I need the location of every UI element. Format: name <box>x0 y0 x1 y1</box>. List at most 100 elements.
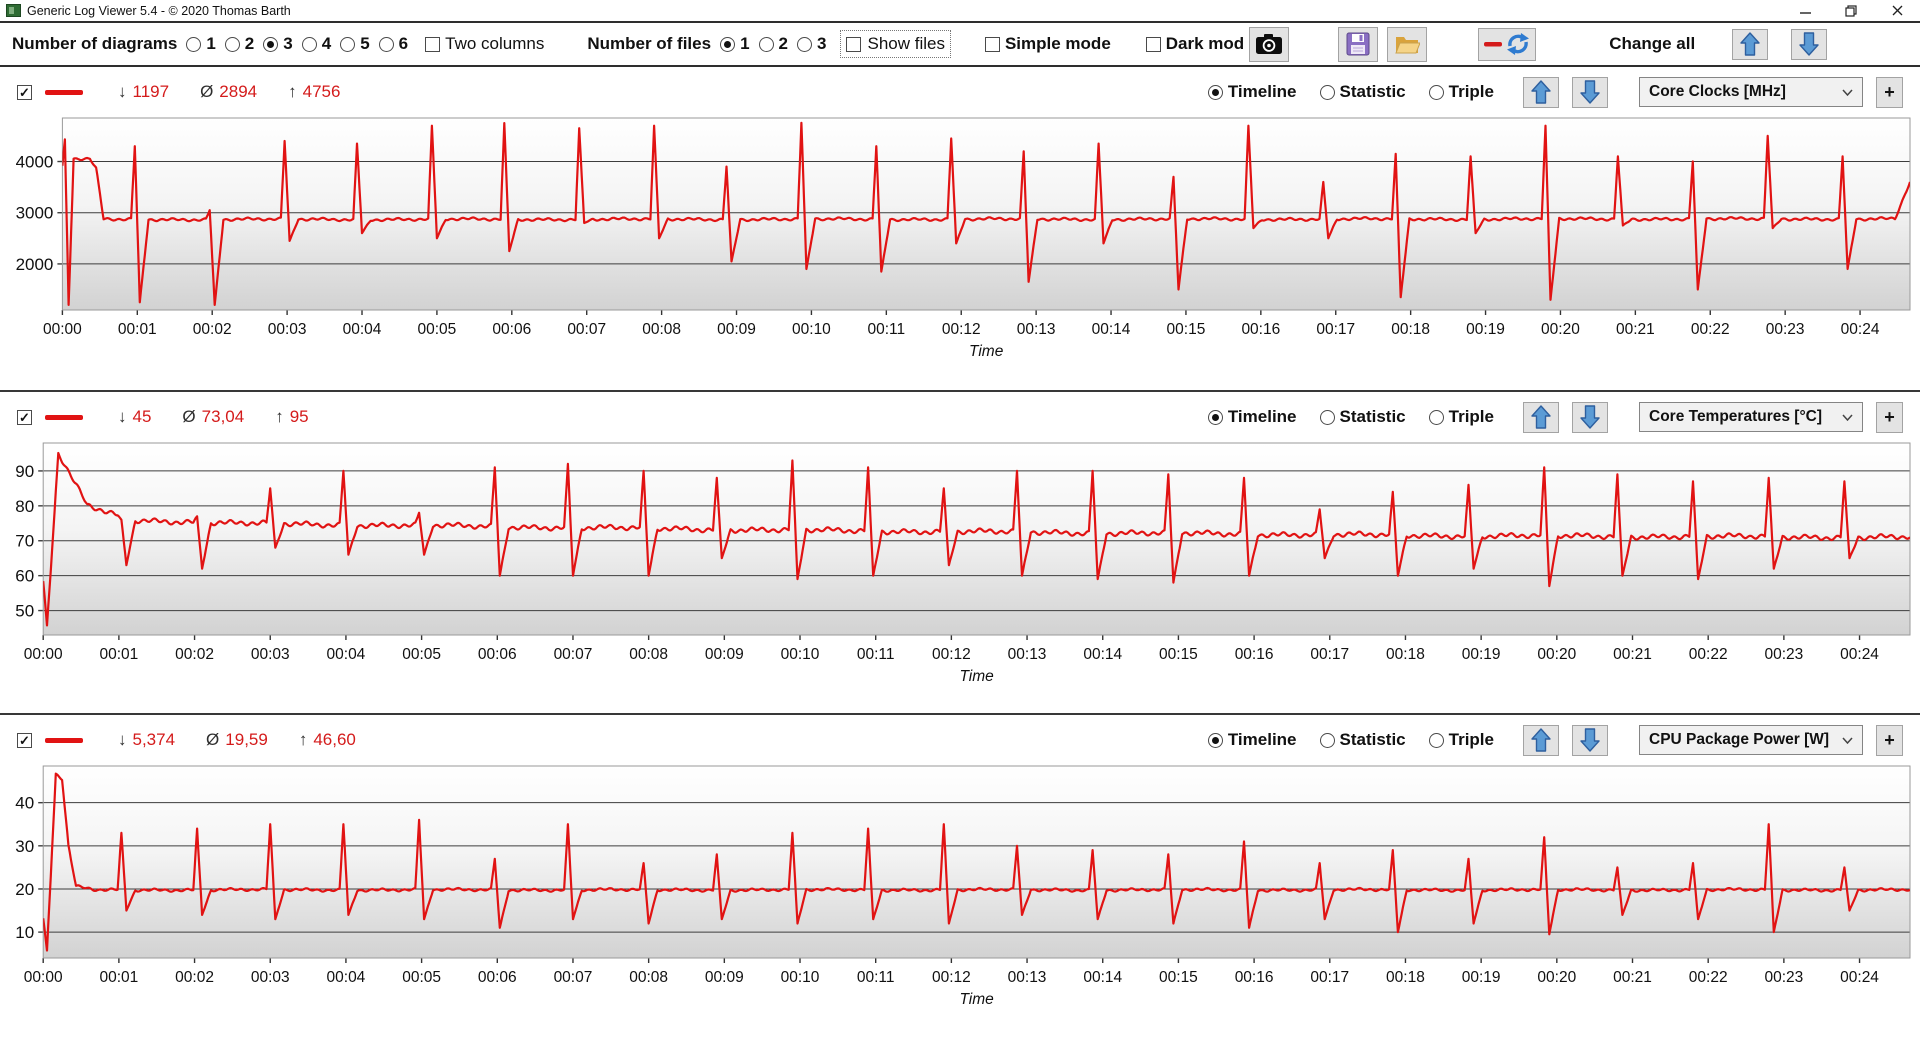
svg-text:00:22: 00:22 <box>1689 646 1728 663</box>
move-all-up-button[interactable] <box>1732 28 1769 60</box>
svg-text:00:02: 00:02 <box>175 646 214 663</box>
minimize-button[interactable] <box>1782 0 1828 21</box>
view-radio-statistic[interactable]: Statistic <box>1319 407 1406 427</box>
svg-text:00:18: 00:18 <box>1391 321 1430 338</box>
svg-text:00:13: 00:13 <box>1008 969 1047 986</box>
svg-text:00:14: 00:14 <box>1083 646 1122 663</box>
radio-icon <box>758 36 774 52</box>
svg-text:00:16: 00:16 <box>1235 646 1274 663</box>
series-color-swatch[interactable] <box>45 737 83 743</box>
two-columns-checkbox[interactable]: Two columns <box>425 34 544 54</box>
svg-text:00:21: 00:21 <box>1616 321 1655 338</box>
svg-text:30: 30 <box>15 837 34 856</box>
svg-text:00:01: 00:01 <box>118 321 157 338</box>
svg-text:00:21: 00:21 <box>1613 969 1652 986</box>
diagram-count-radio-3[interactable]: 3 <box>263 34 293 54</box>
diagram-count-radio-4[interactable]: 4 <box>301 34 331 54</box>
panel-visibility-checkbox[interactable]: ✓ <box>17 732 32 748</box>
minimize-icon <box>1799 12 1811 14</box>
svg-text:00:07: 00:07 <box>567 321 606 338</box>
view-radio-triple[interactable]: Triple <box>1428 407 1494 427</box>
arrow-down-icon <box>1580 728 1600 752</box>
add-metric-button[interactable]: + <box>1876 401 1903 433</box>
svg-text:00:17: 00:17 <box>1310 646 1349 663</box>
svg-text:00:04: 00:04 <box>327 969 366 986</box>
restore-button[interactable] <box>1828 0 1874 21</box>
open-file-button[interactable] <box>1387 26 1428 62</box>
chart-plot: 2000 3000 4000 00:00 00:01 00:02 00:03 00:04 00:… <box>16 117 1911 360</box>
arrow-down-icon <box>1580 405 1600 429</box>
save-button[interactable] <box>1338 26 1379 62</box>
svg-text:60: 60 <box>15 567 34 586</box>
move-panel-up-button[interactable] <box>1523 724 1559 756</box>
svg-text:00:00: 00:00 <box>43 321 82 338</box>
move-panel-up-button[interactable] <box>1523 401 1559 433</box>
file-count-radio-2[interactable]: 2 <box>758 34 788 54</box>
file-count-radio-3[interactable]: 3 <box>797 34 826 54</box>
svg-text:00:13: 00:13 <box>1008 646 1047 663</box>
svg-text:00:04: 00:04 <box>343 321 382 338</box>
close-icon <box>1892 5 1902 16</box>
move-panel-down-button[interactable] <box>1572 401 1608 433</box>
min-arrow-icon: ↓ <box>118 730 127 749</box>
panel-visibility-checkbox[interactable]: ✓ <box>17 409 32 425</box>
metric-dropdown[interactable]: Core Temperatures [°C] <box>1639 402 1863 432</box>
file-count-radio-1[interactable]: 1 <box>720 34 750 54</box>
metric-dropdown[interactable]: CPU Package Power [W] <box>1639 725 1863 755</box>
chart-cpu-package-power: 10 20 30 40 00:00 00:01 00:02 00:03 00:04 00:05 00… <box>0 760 1920 1013</box>
move-panel-down-button[interactable] <box>1572 76 1608 108</box>
view-radio-statistic[interactable]: Statistic <box>1319 730 1406 750</box>
add-metric-button[interactable]: + <box>1876 76 1903 108</box>
metric-dropdown[interactable]: Core Clocks [MHz] <box>1639 77 1863 107</box>
svg-text:00:24: 00:24 <box>1840 969 1879 986</box>
view-radio-timeline[interactable]: Timeline <box>1207 730 1297 750</box>
move-all-down-button[interactable] <box>1791 28 1828 60</box>
show-files-checkbox[interactable]: Show files <box>840 30 951 58</box>
svg-text:00:12: 00:12 <box>942 321 981 338</box>
add-metric-button[interactable]: + <box>1876 724 1903 756</box>
dark-mode-checkbox[interactable]: Dark mod <box>1145 34 1244 54</box>
line-style-refresh-button[interactable] <box>1478 27 1537 61</box>
diagram-panel-cpu-package-power: ✓ ↓ 5,374 Ø 19,59 ↑ 46,60 Timeline Statisti… <box>0 713 1920 1036</box>
svg-text:00:23: 00:23 <box>1764 969 1803 986</box>
svg-text:00:18: 00:18 <box>1386 969 1425 986</box>
svg-text:00:09: 00:09 <box>705 969 744 986</box>
close-button[interactable] <box>1874 0 1920 21</box>
view-radio-timeline[interactable]: Timeline <box>1207 82 1297 102</box>
svg-text:00:19: 00:19 <box>1466 321 1505 338</box>
screenshot-button[interactable] <box>1249 26 1290 62</box>
move-panel-up-button[interactable] <box>1523 76 1559 108</box>
svg-text:00:12: 00:12 <box>932 646 971 663</box>
diagram-count-radio-1[interactable]: 1 <box>186 34 216 54</box>
diagram-count-radio-6[interactable]: 6 <box>378 34 408 54</box>
svg-text:00:00: 00:00 <box>24 969 63 986</box>
svg-text:00:15: 00:15 <box>1159 969 1198 986</box>
svg-text:00:07: 00:07 <box>554 646 593 663</box>
svg-text:50: 50 <box>15 602 34 621</box>
svg-text:00:04: 00:04 <box>327 646 366 663</box>
min-arrow-icon: ↓ <box>118 407 127 426</box>
diagram-count-radio-2[interactable]: 2 <box>224 34 254 54</box>
svg-text:00:01: 00:01 <box>99 969 138 986</box>
view-radio-timeline[interactable]: Timeline <box>1207 407 1297 427</box>
svg-text:00:11: 00:11 <box>857 969 895 986</box>
view-radio-statistic[interactable]: Statistic <box>1319 82 1406 102</box>
diagram-count-radio-5[interactable]: 5 <box>340 34 370 54</box>
diagram-panel-core-temperatures: ✓ ↓ 45 Ø 73,04 ↑ 95 Timeline Statistic Trip… <box>0 390 1920 713</box>
view-radio-triple[interactable]: Triple <box>1428 82 1494 102</box>
series-color-swatch[interactable] <box>45 414 83 420</box>
series-color-swatch[interactable] <box>45 89 83 95</box>
svg-text:00:20: 00:20 <box>1537 646 1576 663</box>
number-of-diagrams-label: Number of diagrams <box>12 34 178 53</box>
view-radio-triple[interactable]: Triple <box>1428 730 1494 750</box>
toolbar: Number of diagrams 1 2 3 4 5 6 Two colum… <box>0 23 1920 67</box>
radio-selected-icon <box>1207 409 1223 425</box>
svg-text:00:05: 00:05 <box>402 969 441 986</box>
panel-visibility-checkbox[interactable]: ✓ <box>17 84 32 100</box>
svg-text:00:21: 00:21 <box>1613 646 1652 663</box>
radio-icon <box>797 36 813 52</box>
svg-text:00:06: 00:06 <box>478 969 517 986</box>
move-panel-down-button[interactable] <box>1572 724 1608 756</box>
simple-mode-checkbox[interactable]: Simple mode <box>984 34 1111 54</box>
arrow-up-icon <box>1531 80 1551 104</box>
